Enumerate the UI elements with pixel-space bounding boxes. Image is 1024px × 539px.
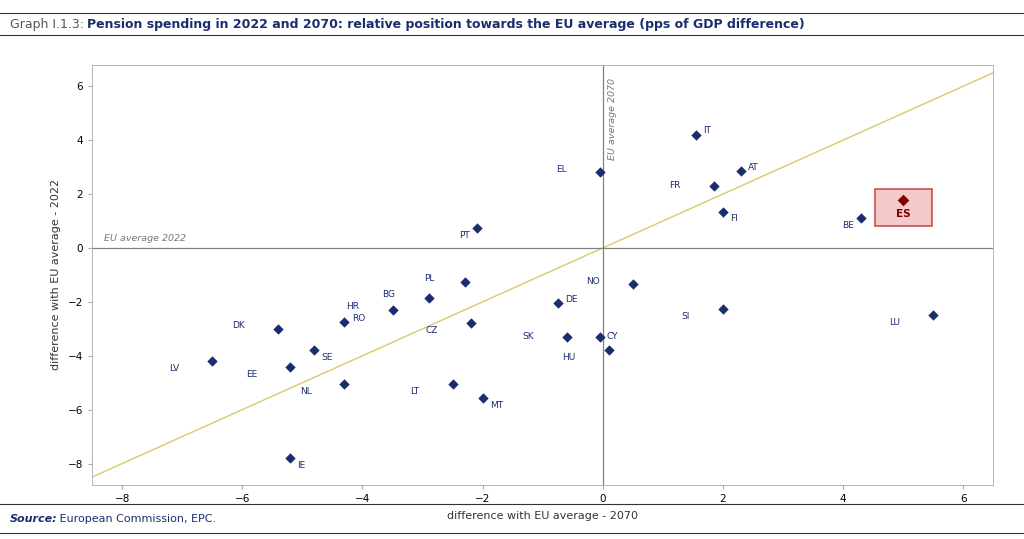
Text: BG: BG	[383, 290, 395, 299]
Text: NL: NL	[300, 387, 311, 396]
Point	[688, 130, 705, 139]
Point	[550, 299, 566, 308]
Point	[925, 311, 941, 320]
Text: FI: FI	[730, 214, 738, 223]
Text: PT: PT	[459, 231, 469, 240]
Point	[421, 293, 437, 302]
Point	[625, 280, 641, 289]
Point	[336, 318, 352, 327]
Text: EE: EE	[246, 370, 257, 378]
Text: HR: HR	[346, 302, 359, 311]
Text: Source:: Source:	[10, 514, 58, 523]
Point	[853, 214, 869, 223]
Point	[204, 357, 220, 365]
Point	[715, 208, 731, 216]
Text: EL: EL	[556, 165, 566, 174]
Point	[601, 346, 617, 355]
Text: European Commission, EPC.: European Commission, EPC.	[56, 514, 216, 523]
Text: EU average 2022: EU average 2022	[104, 234, 186, 243]
Point	[558, 333, 574, 341]
Point	[270, 324, 287, 333]
Text: LT: LT	[411, 387, 420, 396]
Text: RO: RO	[351, 314, 365, 323]
Text: FR: FR	[670, 182, 681, 190]
Text: LU: LU	[889, 319, 900, 327]
Text: EU average 2070: EU average 2070	[607, 78, 616, 160]
Text: Pension spending in 2022 and 2070: relative position towards the EU average (pps: Pension spending in 2022 and 2070: relat…	[87, 18, 805, 31]
Text: CY: CY	[607, 333, 618, 341]
Text: PL: PL	[424, 274, 434, 283]
Point	[592, 168, 608, 177]
Y-axis label: difference with EU average - 2022: difference with EU average - 2022	[51, 179, 60, 370]
Text: LV: LV	[169, 364, 179, 373]
Point	[283, 362, 299, 371]
X-axis label: difference with EU average - 2070: difference with EU average - 2070	[447, 511, 638, 521]
Point	[457, 278, 473, 286]
Text: MT: MT	[489, 400, 503, 410]
Text: SI: SI	[682, 312, 690, 321]
Point	[384, 306, 400, 314]
Text: BE: BE	[842, 222, 854, 230]
Point	[706, 182, 722, 190]
Point	[463, 319, 479, 328]
Text: IT: IT	[703, 126, 711, 135]
Text: ES: ES	[896, 209, 910, 219]
Point	[444, 379, 461, 388]
Text: DK: DK	[232, 321, 246, 330]
Point	[715, 304, 731, 313]
Bar	[874, 189, 932, 226]
Point	[895, 196, 911, 204]
Text: HU: HU	[562, 354, 575, 362]
Point	[468, 224, 484, 232]
Point	[306, 346, 323, 355]
Text: AT: AT	[749, 163, 759, 172]
Text: NO: NO	[586, 277, 600, 286]
Text: SK: SK	[522, 333, 534, 341]
Text: SE: SE	[322, 354, 333, 362]
Text: DE: DE	[565, 295, 578, 305]
Point	[592, 333, 608, 341]
Text: Graph I.1.3:: Graph I.1.3:	[10, 18, 84, 31]
Text: IE: IE	[298, 461, 306, 470]
Point	[336, 379, 352, 388]
Point	[474, 393, 490, 402]
Text: CZ: CZ	[425, 327, 437, 335]
Point	[283, 454, 299, 462]
Point	[733, 167, 750, 176]
